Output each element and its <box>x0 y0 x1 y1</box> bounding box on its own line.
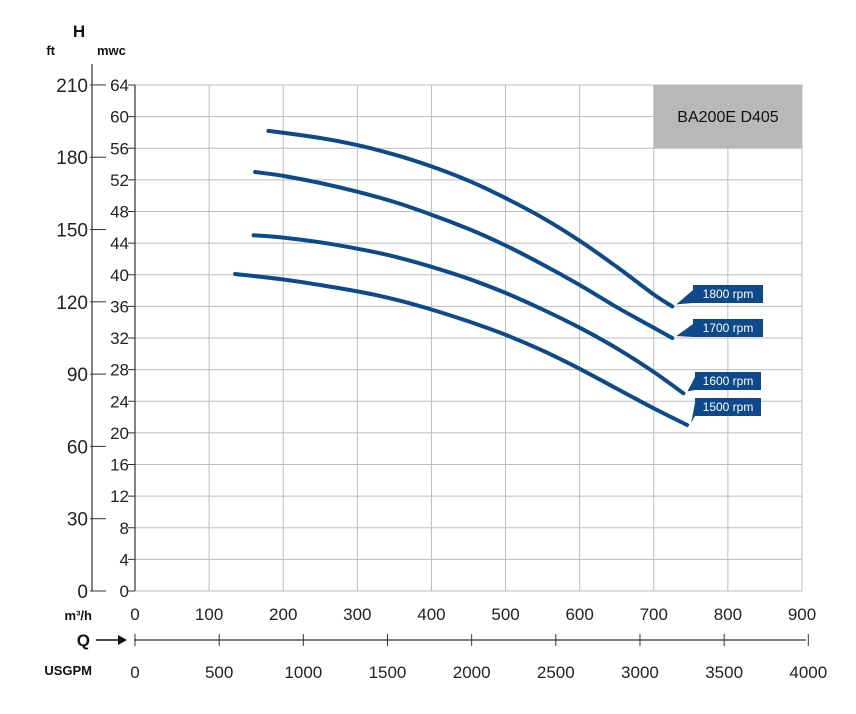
y-axis-letter: H <box>73 22 85 41</box>
x-tick-label-usgpm: 3000 <box>621 663 659 682</box>
y-tick-label-ft: 150 <box>56 221 88 242</box>
y-tick-label-mwc: 4 <box>120 550 129 569</box>
rpm-label-pointer <box>676 324 693 337</box>
x-tick-label-m3h: 100 <box>195 605 223 624</box>
y-tick-label-ft: 210 <box>56 76 88 97</box>
rpm-label-text: 1500 rpm <box>703 400 754 414</box>
y-tick-label-mwc: 12 <box>110 487 129 506</box>
x-tick-label-m3h: 500 <box>491 605 519 624</box>
x-units-m3h: m³/h <box>65 608 93 623</box>
rpm-label-pointer <box>691 403 695 423</box>
model-label: BA200E D405 <box>677 109 779 126</box>
y-tick-label-ft: 120 <box>56 293 88 314</box>
y-tick-label-mwc: 56 <box>110 139 129 158</box>
x-tick-label-m3h: 300 <box>343 605 371 624</box>
x-tick-label-m3h: 400 <box>417 605 445 624</box>
x-tick-label-m3h: 600 <box>565 605 593 624</box>
rpm-label-box <box>693 285 763 303</box>
y-tick-label-mwc: 40 <box>110 266 129 285</box>
x-tick-label-m3h: 200 <box>269 605 297 624</box>
y-tick-label-mwc: 44 <box>110 234 129 253</box>
x-tick-label-m3h: 800 <box>714 605 742 624</box>
rpm-label-box <box>693 319 763 337</box>
y-tick-label-mwc: 32 <box>110 329 129 348</box>
y-tick-label-mwc: 52 <box>110 171 129 190</box>
q-arrow-icon <box>96 635 127 645</box>
y-units-ft: ft <box>46 43 55 58</box>
rpm-label-pointer <box>676 290 693 305</box>
y-tick-label-mwc: 48 <box>110 203 129 222</box>
x-units-usgpm: USGPM <box>44 663 92 678</box>
curve-1500-rpm <box>233 272 690 427</box>
x-tick-label-usgpm: 1500 <box>369 663 407 682</box>
y-tick-label-ft: 60 <box>67 437 88 458</box>
rpm-labels: 1800 rpm 1700 rpm 1600 rpm 1500 rpm <box>676 285 763 423</box>
y-units-mwc: mwc <box>97 43 126 58</box>
curve-1800-rpm <box>266 128 675 309</box>
x-tick-label-m3h: 700 <box>640 605 668 624</box>
x-tick-label-usgpm: 2500 <box>537 663 575 682</box>
curve-1600-rpm <box>251 233 686 396</box>
y-tick-label-mwc: 8 <box>120 519 129 538</box>
grid <box>134 84 803 592</box>
curve-1700-rpm <box>253 170 675 340</box>
rpm-label-text: 1800 rpm <box>703 287 754 301</box>
rpm-label-box <box>695 372 761 390</box>
model-label-box <box>654 85 802 148</box>
y-tick-label-ft: 30 <box>67 510 88 531</box>
y-tick-label-mwc: 60 <box>110 108 129 127</box>
pump-curves <box>233 128 690 427</box>
y-tick-label-mwc: 0 <box>120 582 129 601</box>
y-tick-label-mwc: 64 <box>110 76 129 95</box>
x-tick-label-usgpm: 0 <box>130 663 139 682</box>
q-arrow-head <box>118 635 127 645</box>
rpm-label-box <box>695 398 761 416</box>
rpm-label-text: 1600 rpm <box>703 374 754 388</box>
x-tick-label-m3h: 0 <box>130 605 139 624</box>
y-tick-label-mwc: 24 <box>110 392 129 411</box>
x-axis-letter: Q <box>77 631 90 650</box>
y-tick-label-mwc: 20 <box>110 424 129 443</box>
x-tick-label-usgpm: 4000 <box>789 663 827 682</box>
y-tick-label-mwc: 16 <box>110 456 129 475</box>
rpm-label-pointer <box>687 377 695 392</box>
y-tick-label-ft: 180 <box>56 148 88 169</box>
x-tick-label-m3h: 900 <box>788 605 816 624</box>
x-tick-label-usgpm: 500 <box>205 663 233 682</box>
y-tick-label-ft: 0 <box>77 582 88 603</box>
y-tick-label-mwc: 36 <box>110 297 129 316</box>
y-tick-label-ft: 90 <box>67 365 88 386</box>
rpm-label-text: 1700 rpm <box>703 321 754 335</box>
x-tick-label-usgpm: 2000 <box>453 663 491 682</box>
x-tick-label-usgpm: 3500 <box>705 663 743 682</box>
y-tick-label-mwc: 28 <box>110 361 129 380</box>
x-tick-label-usgpm: 1000 <box>284 663 322 682</box>
